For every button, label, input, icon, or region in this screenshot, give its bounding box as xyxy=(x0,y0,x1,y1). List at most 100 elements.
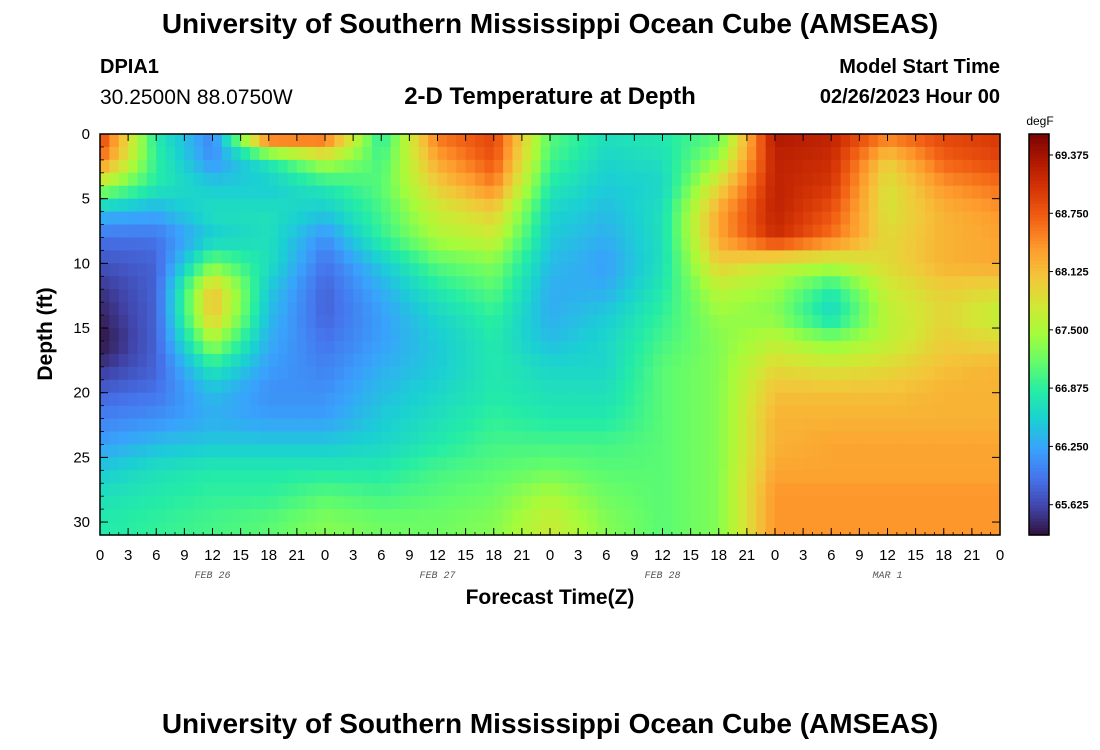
heatmap-cell xyxy=(193,263,204,277)
heatmap-cell xyxy=(700,444,710,458)
heatmap-cell xyxy=(325,340,335,355)
heatmap-cell xyxy=(259,198,270,213)
heatmap-cell xyxy=(653,302,664,316)
heatmap-cell xyxy=(925,353,935,368)
heatmap-cell xyxy=(146,211,157,226)
heatmap-cell xyxy=(746,418,757,433)
heatmap-cell xyxy=(278,457,289,471)
heatmap-cell xyxy=(184,418,195,433)
heatmap-cell xyxy=(390,185,401,200)
x-tick-label: 21 xyxy=(514,547,531,564)
heatmap-cell xyxy=(840,185,851,200)
heatmap-cell xyxy=(578,418,589,433)
heatmap-cell xyxy=(793,276,804,290)
heatmap-cell xyxy=(615,276,626,290)
heatmap-cell xyxy=(278,211,289,226)
heatmap-cell xyxy=(728,146,739,161)
heatmap-cell xyxy=(437,483,448,497)
heatmap-cell xyxy=(906,185,917,200)
heatmap-cell xyxy=(915,237,926,252)
heatmap-cell xyxy=(400,134,410,148)
heatmap-cell xyxy=(287,328,298,342)
heatmap-cell xyxy=(521,263,532,277)
heatmap-cell xyxy=(878,185,889,200)
heatmap-cell xyxy=(231,315,242,329)
heatmap-cell xyxy=(250,392,260,407)
heatmap-cell xyxy=(784,224,795,239)
heatmap-cell xyxy=(175,134,185,148)
heatmap-cell xyxy=(615,366,626,381)
heatmap-cell xyxy=(212,353,223,368)
heatmap-cell xyxy=(906,405,917,420)
heatmap-cell xyxy=(259,418,270,433)
heatmap-cell xyxy=(756,483,767,497)
heatmap-cell xyxy=(821,496,832,510)
heatmap-cell xyxy=(137,470,148,484)
heatmap-cell xyxy=(868,224,879,239)
heatmap-cell xyxy=(746,289,757,303)
heatmap-cell xyxy=(962,198,973,213)
heatmap-cell xyxy=(278,159,289,174)
colorbar-swatch xyxy=(1029,458,1049,463)
heatmap-cell xyxy=(156,211,167,226)
heatmap-cell xyxy=(700,250,710,264)
heatmap-cell xyxy=(625,237,635,252)
heatmap-cell xyxy=(128,522,139,536)
heatmap-cell xyxy=(306,172,317,187)
heatmap-cell xyxy=(315,470,326,484)
heatmap-cell xyxy=(109,418,120,433)
heatmap-cell xyxy=(400,250,410,264)
heatmap-cell xyxy=(962,211,973,226)
heatmap-cell xyxy=(728,405,739,420)
heatmap-cell xyxy=(962,444,973,458)
heatmap-cell xyxy=(428,483,439,497)
heatmap-cell xyxy=(887,276,898,290)
heatmap-cell xyxy=(868,289,879,303)
heatmap-cell xyxy=(465,509,476,523)
heatmap-cell xyxy=(840,146,851,161)
heatmap-cell xyxy=(362,211,373,226)
heatmap-cell xyxy=(568,379,579,394)
heatmap-cell xyxy=(175,444,185,458)
heatmap-cell xyxy=(137,198,148,213)
heatmap-cell xyxy=(493,392,504,407)
heatmap-cell xyxy=(653,379,664,394)
heatmap-cell xyxy=(334,134,345,148)
heatmap-cell xyxy=(287,224,298,239)
heatmap-cell xyxy=(109,392,120,407)
heatmap-cell xyxy=(868,444,879,458)
heatmap-cell xyxy=(390,224,401,239)
heatmap-cell xyxy=(681,496,692,510)
heatmap-cell xyxy=(606,328,617,342)
heatmap-cell xyxy=(793,457,804,471)
heatmap-cell xyxy=(690,263,701,277)
heatmap-cell xyxy=(634,444,645,458)
heatmap-cell xyxy=(737,146,748,161)
heatmap-cell xyxy=(896,431,907,446)
heatmap-cell xyxy=(475,134,485,148)
heatmap-cell xyxy=(268,302,279,316)
heatmap-cell xyxy=(296,392,307,407)
heatmap-cell xyxy=(193,353,204,368)
heatmap-cell xyxy=(521,211,532,226)
heatmap-cell xyxy=(662,418,673,433)
heatmap-cell xyxy=(587,237,598,252)
heatmap-cell xyxy=(990,496,1001,510)
heatmap-cell xyxy=(221,366,232,381)
heatmap-cell xyxy=(568,353,579,368)
heatmap-cell xyxy=(906,470,917,484)
heatmap-cell xyxy=(512,392,523,407)
heatmap-cell xyxy=(709,263,720,277)
heatmap-cell xyxy=(718,496,729,510)
heatmap-cell xyxy=(400,340,410,355)
heatmap-cell xyxy=(653,509,664,523)
heatmap-cell xyxy=(184,353,195,368)
heatmap-cell xyxy=(671,315,682,329)
heatmap-cell xyxy=(118,418,129,433)
heatmap-cell xyxy=(128,444,139,458)
heatmap-cell xyxy=(193,224,204,239)
heatmap-cell xyxy=(737,366,748,381)
heatmap-cell xyxy=(756,302,767,316)
heatmap-cell xyxy=(662,263,673,277)
heatmap-cell xyxy=(550,302,560,316)
